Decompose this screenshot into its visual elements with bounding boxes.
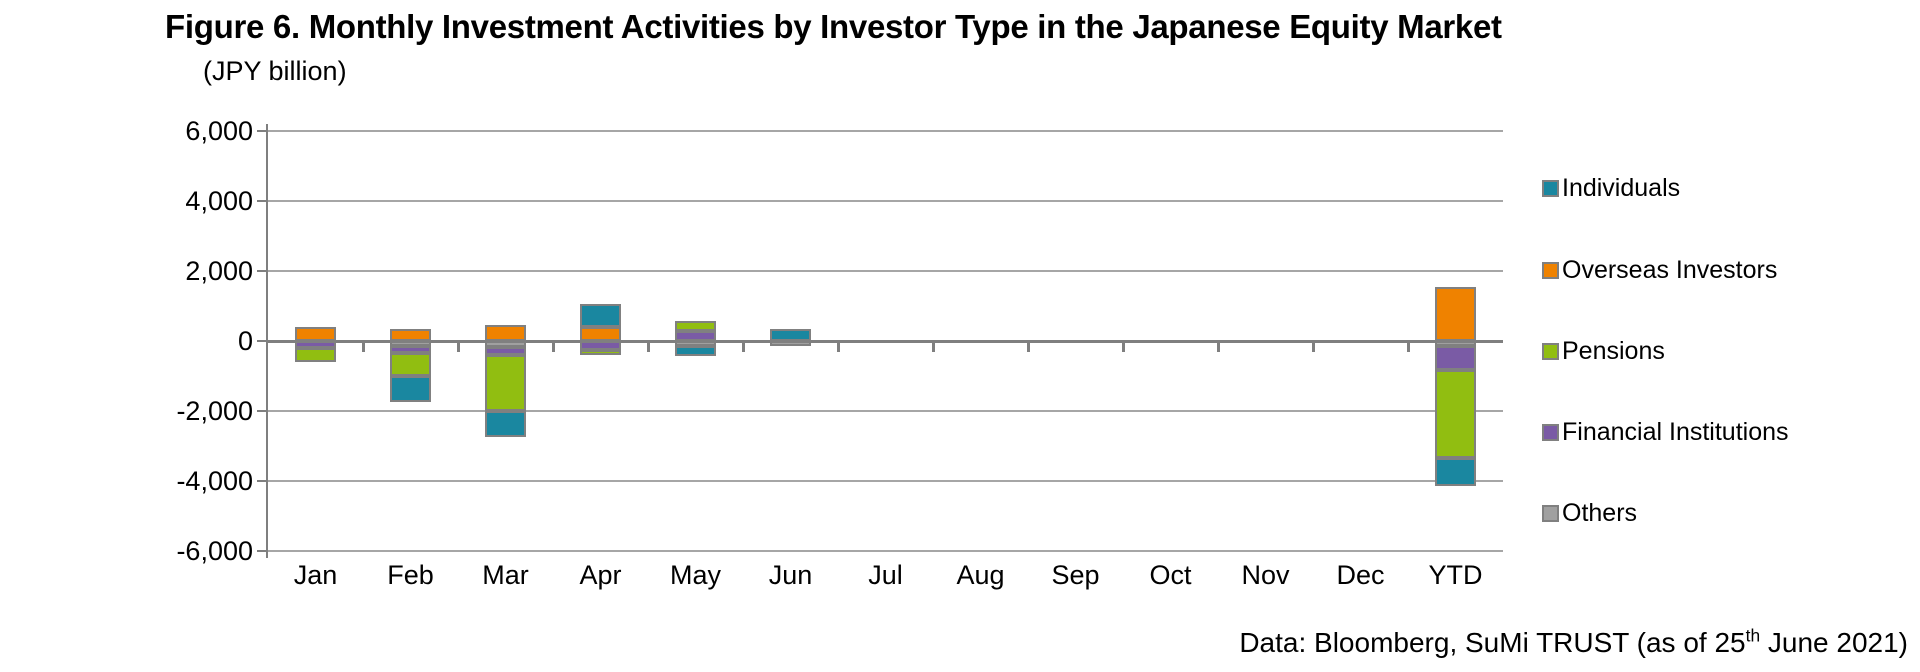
bar-segment-pensions bbox=[675, 321, 716, 332]
bar-segment-pensions bbox=[580, 350, 621, 355]
bar-segment-others bbox=[390, 341, 431, 347]
bar-segment-others bbox=[1435, 341, 1476, 346]
bar-segment-overseas-investors bbox=[485, 324, 526, 341]
gridline bbox=[268, 550, 1503, 552]
x-axis-tick-label: Nov bbox=[1241, 560, 1290, 590]
y-axis-tick-label: 4,000 bbox=[185, 186, 253, 216]
x-axis-tick-label: Jun bbox=[768, 560, 813, 590]
x-axis-tick-label: Sep bbox=[1051, 560, 1100, 590]
bar-segment-overseas-investors bbox=[1435, 286, 1476, 341]
legend-label: Others bbox=[1562, 498, 1638, 527]
bar-segment-financial-institutions bbox=[390, 346, 431, 354]
legend-item-others: Others bbox=[1542, 497, 1637, 529]
bar-segment-financial-institutions bbox=[485, 347, 526, 356]
y-axis-tick-icon bbox=[257, 550, 268, 552]
bar-segment-individuals bbox=[390, 376, 431, 403]
bar-segment-pensions bbox=[485, 355, 526, 411]
legend-item-individuals: Individuals bbox=[1542, 172, 1680, 204]
bar-segment-others bbox=[485, 341, 526, 348]
x-axis-tick-icon bbox=[741, 342, 745, 352]
data-source-caption: Data: Bloomberg, SuMi TRUST (as of 25th … bbox=[1239, 627, 1908, 659]
y-axis-tick-label: -6,000 bbox=[176, 536, 253, 566]
x-axis-tick-label: Oct bbox=[1149, 560, 1192, 590]
x-axis-tick-label: Apr bbox=[579, 560, 622, 590]
bar-segment-financial-institutions bbox=[295, 341, 336, 348]
y-axis-tick-icon bbox=[257, 270, 268, 272]
x-axis-tick-icon bbox=[361, 342, 365, 352]
y-axis-tick-label: 6,000 bbox=[185, 116, 253, 146]
x-axis-tick-icon bbox=[931, 342, 935, 352]
y-axis-tick-icon bbox=[257, 340, 268, 342]
bar-segment-overseas-investors bbox=[295, 327, 336, 341]
bar-segment-individuals bbox=[1435, 458, 1476, 486]
x-axis-tick-icon bbox=[551, 342, 555, 352]
x-axis-tick-icon bbox=[1121, 342, 1125, 352]
bar-segment-financial-institutions bbox=[580, 341, 621, 351]
bar-segment-pensions bbox=[390, 353, 431, 376]
y-axis-tick-label: -2,000 bbox=[176, 396, 253, 426]
x-axis-tick-label: Mar bbox=[482, 560, 529, 590]
legend-item-pensions: Pensions bbox=[1542, 335, 1665, 367]
bar-segment-financial-institutions bbox=[1435, 345, 1476, 370]
gridline bbox=[268, 339, 1503, 343]
bar-segment-individuals bbox=[770, 328, 811, 341]
gridline bbox=[268, 130, 1503, 132]
x-axis-tick-icon bbox=[1406, 342, 1410, 352]
footer-text-prefix: Data: Bloomberg, SuMi TRUST (as of 25 bbox=[1239, 627, 1746, 658]
y-axis-unit-label: (JPY billion) bbox=[203, 56, 347, 86]
y-axis-tick-icon bbox=[257, 410, 268, 412]
legend-label: Pensions bbox=[1562, 336, 1665, 365]
bar-segment-others bbox=[770, 341, 811, 346]
bar-segment-individuals bbox=[580, 304, 621, 327]
x-axis-tick-label: YTD bbox=[1428, 560, 1483, 590]
gridline bbox=[268, 410, 1503, 412]
x-axis-tick-label: Jan bbox=[293, 560, 338, 590]
overseas-investors-legend-marker-icon bbox=[1542, 261, 1559, 279]
x-axis-tick-icon bbox=[1216, 342, 1220, 352]
y-axis-tick-icon bbox=[257, 130, 268, 132]
pensions-legend-marker-icon bbox=[1542, 342, 1559, 360]
others-legend-marker-icon bbox=[1542, 504, 1559, 522]
gridline bbox=[268, 480, 1503, 482]
bar-segment-pensions bbox=[1435, 369, 1476, 459]
x-axis-tick-icon bbox=[836, 342, 840, 352]
footer-superscript: th bbox=[1745, 625, 1761, 646]
bar-segment-pensions bbox=[295, 347, 336, 362]
bar-segment-individuals bbox=[675, 345, 716, 356]
legend-item-overseas-investors: Overseas Investors bbox=[1542, 254, 1777, 286]
legend-label: Overseas Investors bbox=[1562, 255, 1778, 284]
x-axis-tick-label: Dec bbox=[1336, 560, 1385, 590]
x-axis-tick-label: Jul bbox=[868, 560, 903, 590]
bar-segment-individuals bbox=[485, 411, 526, 437]
gridline bbox=[268, 270, 1503, 272]
figure-title: Figure 6. Monthly Investment Activities … bbox=[165, 8, 1502, 45]
x-axis-tick-icon bbox=[1311, 342, 1315, 352]
legend-label: Individuals bbox=[1562, 173, 1681, 202]
bar-segment-financial-institutions bbox=[675, 331, 716, 341]
x-axis-tick-label: Aug bbox=[956, 560, 1005, 590]
x-axis-tick-icon bbox=[456, 342, 460, 352]
bar-segment-others bbox=[675, 341, 716, 346]
y-axis-tick-label: 0 bbox=[237, 326, 253, 356]
footer-text-suffix: June 2021) bbox=[1760, 627, 1908, 658]
bar-segment-overseas-investors bbox=[390, 328, 431, 341]
y-axis-tick-label: 2,000 bbox=[185, 256, 253, 286]
y-axis-line bbox=[266, 124, 268, 558]
y-axis-tick-icon bbox=[257, 200, 268, 202]
financial-institutions-legend-marker-icon bbox=[1542, 423, 1559, 441]
legend-label: Financial Institutions bbox=[1562, 417, 1789, 446]
gridline bbox=[268, 200, 1503, 202]
x-axis-tick-icon bbox=[646, 342, 650, 352]
x-axis-tick-label: Feb bbox=[387, 560, 434, 590]
legend-item-financial-institutions: Financial Institutions bbox=[1542, 416, 1789, 448]
individuals-legend-marker-icon bbox=[1542, 179, 1559, 197]
x-axis-tick-label: May bbox=[669, 560, 721, 590]
x-axis-tick-icon bbox=[1026, 342, 1030, 352]
y-axis-tick-label: -4,000 bbox=[176, 466, 253, 496]
y-axis-tick-icon bbox=[257, 480, 268, 482]
bar-segment-overseas-investors bbox=[580, 327, 621, 341]
